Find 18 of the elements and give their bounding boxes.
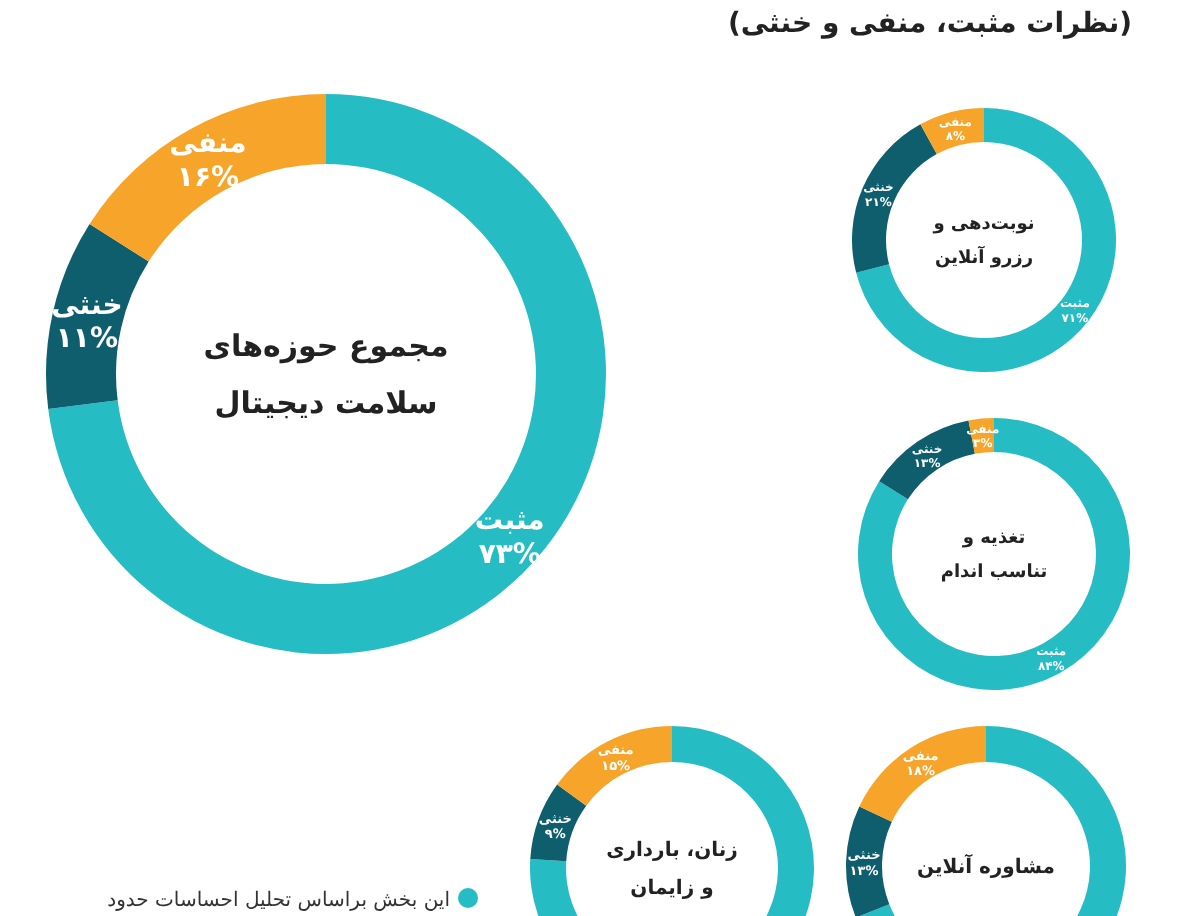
data-label: ۱۶% [176, 161, 240, 194]
donut-slice [89, 94, 326, 262]
slice-label: خنثی [51, 289, 123, 322]
text: زنان، بارداری و زایمان [606, 840, 739, 900]
data-label: ۱۱% [55, 323, 119, 356]
donut-slice [48, 94, 606, 654]
donut-slice [46, 223, 149, 410]
slice-label: منفی [169, 128, 247, 161]
text: نوبت‌دهی و رزرو آنلاین [931, 215, 1035, 270]
text: تغذیه و تناسب اندام [940, 529, 1048, 584]
donut-slice [858, 418, 1130, 690]
text: (نظرات مثبت، منفی و خنثی) [727, 8, 1132, 40]
slice-label: مثبت [474, 505, 545, 538]
text: این بخش براساس تحلیل احساسات حدود [107, 890, 450, 912]
text: مشاوره آنلاین [916, 853, 1056, 879]
text: مجموع حوزه‌های سلامت دیجیتال [203, 328, 449, 421]
donut-slice [856, 108, 1116, 372]
data-label: ۷۳% [478, 538, 541, 571]
